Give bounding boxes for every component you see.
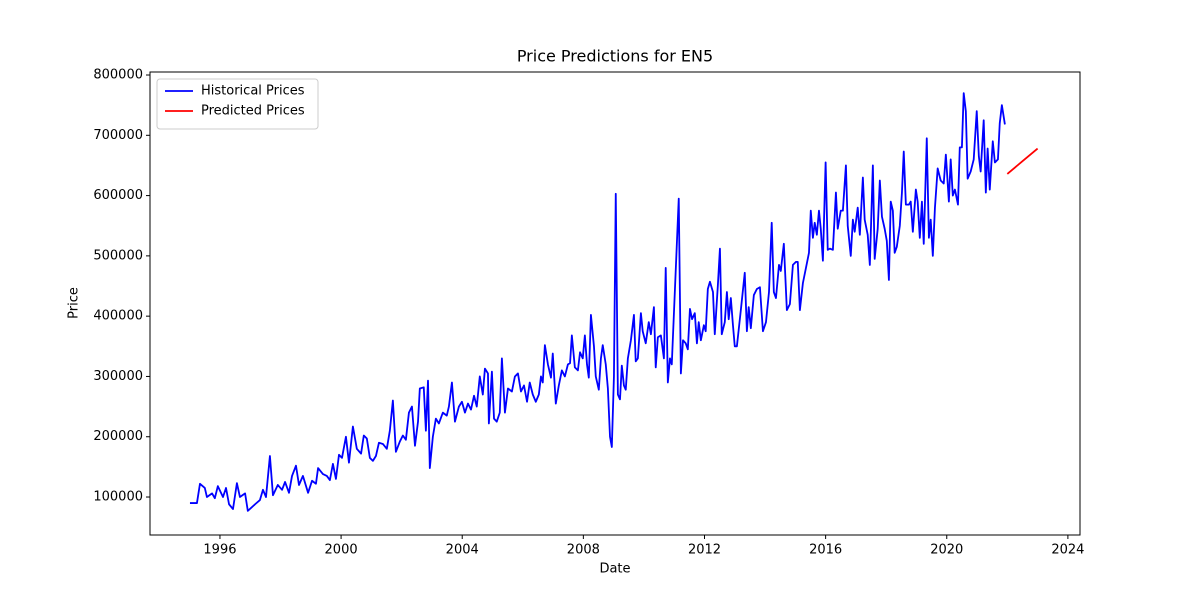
- y-tick-label: 800000: [93, 68, 143, 83]
- legend-label: Predicted Prices: [201, 104, 305, 119]
- y-tick-label: 100000: [93, 490, 143, 505]
- y-axis-label: Price: [67, 287, 82, 319]
- y-tick-label: 500000: [93, 248, 143, 263]
- plot-frame: [149, 71, 1081, 536]
- chart-title: Price Predictions for EN5: [517, 47, 713, 66]
- x-axis-label: Date: [599, 562, 630, 577]
- y-tick-label: 600000: [93, 188, 143, 203]
- x-tick-label: 2004: [446, 543, 479, 558]
- legend-box: [156, 78, 319, 130]
- series-line: [189, 92, 1006, 512]
- x-tick-label: 2000: [325, 543, 358, 558]
- y-tick-label: 300000: [93, 369, 143, 384]
- x-tick-label: 2020: [930, 543, 963, 558]
- legend-label: Historical Prices: [201, 84, 305, 99]
- y-tick-label: 700000: [93, 128, 143, 143]
- x-tick-label: 1996: [203, 543, 236, 558]
- x-tick-label: 2012: [688, 543, 721, 558]
- x-tick-label: 2016: [809, 543, 842, 558]
- series-line: [1006, 147, 1039, 175]
- y-tick-label: 200000: [93, 429, 143, 444]
- x-tick-label: 2008: [567, 543, 600, 558]
- y-tick-label: 400000: [93, 309, 143, 324]
- x-tick-label: 2024: [1051, 543, 1084, 558]
